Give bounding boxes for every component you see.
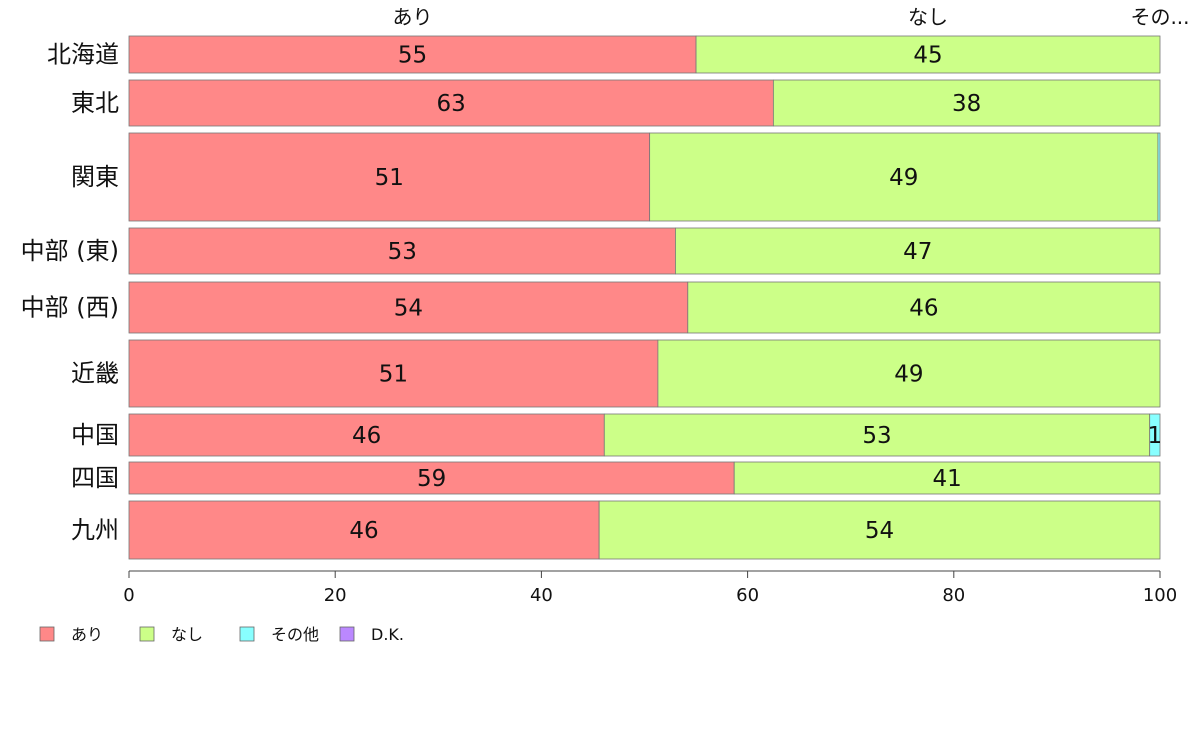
bar-value-label: 51	[379, 362, 408, 388]
bar-value-label: 41	[932, 466, 961, 492]
x-tick-label: 0	[123, 585, 134, 606]
bar-value-label: 45	[913, 43, 942, 69]
bar-segment	[598, 500, 1161, 560]
bar-segment	[603, 413, 1151, 457]
bar-value-label: 51	[375, 165, 404, 191]
bar-value-label: 49	[894, 362, 923, 388]
x-tick-label: 20	[324, 585, 347, 606]
bar-segment	[649, 132, 1159, 222]
category-label: 東北	[71, 89, 119, 117]
bar-value-label: 1	[1148, 423, 1163, 449]
bar-segment	[1157, 132, 1161, 222]
bar-value-label: 63	[437, 91, 466, 117]
bar-segment	[128, 132, 651, 222]
top-series-label: なし	[908, 5, 948, 29]
legend-label: あり	[71, 625, 103, 644]
legend-label: D.K.	[371, 625, 404, 644]
bar-value-label: 53	[862, 423, 891, 449]
bar-segment	[128, 461, 735, 495]
bar-segment	[695, 35, 1161, 74]
legend-swatch	[339, 626, 355, 642]
legend-swatch	[139, 626, 155, 642]
category-label: 四国	[71, 464, 119, 492]
bar-value-label: 46	[352, 423, 381, 449]
x-tick-label: 40	[530, 585, 553, 606]
bar-value-label: 54	[865, 518, 894, 544]
bar-value-label: 47	[903, 239, 932, 265]
category-label: 北海道	[47, 41, 119, 69]
bar-segment	[128, 35, 697, 74]
top-series-label: その...	[1130, 5, 1188, 29]
category-label: 中部 (東)	[21, 237, 119, 265]
category-label: 近畿	[71, 360, 119, 388]
bar-segment	[128, 227, 676, 275]
bar-segment	[687, 281, 1161, 334]
x-tick-label: 60	[736, 585, 759, 606]
legend-label: その他	[271, 625, 319, 644]
bar-value-label: 54	[394, 296, 423, 322]
bar-value-label: 55	[398, 43, 427, 69]
category-label: 中部 (西)	[21, 294, 119, 322]
bar-value-label: 49	[889, 165, 918, 191]
bar-value-label: 53	[388, 239, 417, 265]
bar-value-label: 59	[417, 466, 446, 492]
category-label: 関東	[71, 163, 119, 191]
top-series-label: あり	[393, 5, 433, 29]
category-label: 中国	[71, 421, 119, 449]
bar-segment	[128, 79, 774, 127]
x-tick-label: 100	[1143, 585, 1177, 606]
bar-segment	[1149, 413, 1161, 457]
legend-swatch	[239, 626, 255, 642]
bar-segment	[128, 281, 689, 334]
category-label: 九州	[71, 516, 119, 544]
bar-value-label: 46	[349, 518, 378, 544]
legend-label: なし	[171, 625, 203, 644]
bar-value-label: 46	[909, 296, 938, 322]
legend-swatch	[39, 626, 55, 642]
bar-segment	[733, 461, 1161, 495]
bar-value-label: 38	[952, 91, 981, 117]
x-tick-label: 80	[942, 585, 965, 606]
bar-segment	[772, 79, 1161, 127]
bar-segment	[657, 339, 1161, 408]
bar-segment	[675, 227, 1161, 275]
bar-segment	[128, 413, 605, 457]
